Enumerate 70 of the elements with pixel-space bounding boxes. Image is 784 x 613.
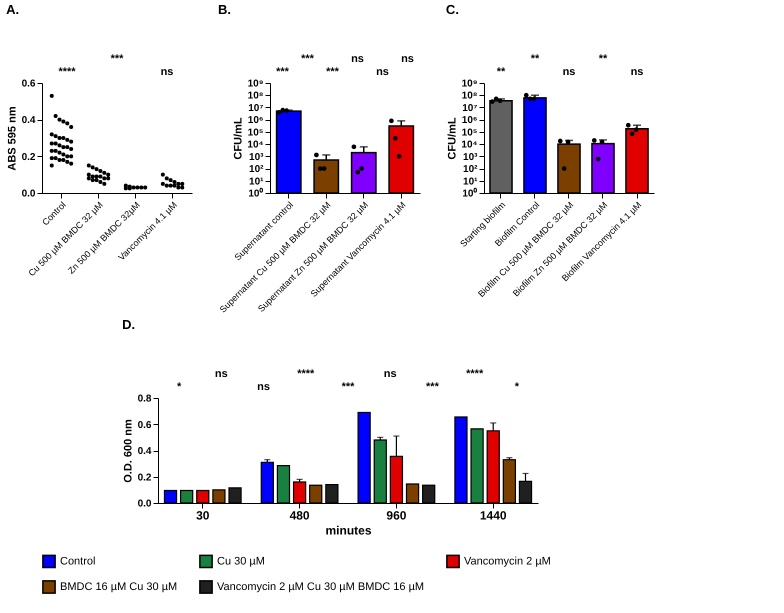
text: ***: [110, 53, 124, 65]
y-tick-label: 0.8: [138, 394, 152, 404]
text: **: [530, 53, 540, 65]
chart-title: C.: [446, 2, 459, 17]
y-tick-label: 0.0: [22, 188, 36, 200]
text: *: [176, 381, 182, 393]
text: ns: [401, 53, 414, 65]
y-tick-label: 10²: [249, 164, 264, 176]
y-tick-label: 0.0: [138, 498, 152, 510]
chart-title: B.: [218, 2, 231, 17]
text: ***: [342, 381, 356, 393]
y-tick-label: 10⁸: [462, 90, 478, 102]
x-axis-title: minutes: [325, 524, 372, 538]
y-tick-label: 10⁸: [248, 90, 264, 102]
y-tick-label: 10⁷: [462, 102, 478, 114]
y-tick-label: 10⁰: [248, 188, 264, 200]
y-tick-label: 10⁶: [248, 115, 264, 126]
legend-label: BMDC 16 µM Cu 30 µM: [60, 581, 178, 593]
x-tick-label: 1440: [480, 508, 507, 522]
y-tick-label: 10⁵: [248, 127, 264, 138]
y-axis-title: CFU/mL: [232, 117, 244, 160]
y-axis-title: CFU/mL: [446, 117, 458, 160]
y-tick-label: 0.4: [138, 446, 152, 457]
x-tick-label: 480: [290, 508, 310, 522]
y-tick-label: 10⁹: [248, 78, 264, 90]
text: ns: [376, 66, 389, 78]
y-tick-label: 10³: [249, 152, 264, 163]
text: ****: [466, 368, 484, 380]
legend-label: Vancomycin 2 µM: [464, 555, 551, 568]
text: **: [496, 66, 506, 78]
y-tick-label: 10⁵: [462, 127, 478, 138]
text: ns: [562, 66, 576, 78]
y-axis-title: ABS 595 nm: [6, 106, 19, 171]
text: *: [514, 381, 520, 393]
y-tick-label: 10³: [463, 152, 478, 163]
y-tick-label: 10⁴: [461, 140, 478, 151]
text: ***: [276, 66, 290, 78]
y-axis-title: O.D. 600 nm: [122, 418, 135, 483]
text: ****: [58, 66, 76, 78]
text: ****: [297, 368, 316, 380]
legend-label: Vancomycin 2 µM Cu 30 µM BMDC 16 µM: [217, 581, 424, 593]
y-tick-label: 10¹: [249, 176, 264, 188]
y-tick-label: 0.4: [22, 115, 36, 126]
y-tick-label: 10⁰: [462, 188, 478, 200]
x-tick-label: 30: [196, 508, 210, 522]
y-tick-label: 10⁷: [248, 102, 264, 114]
text: ns: [257, 381, 270, 393]
text: ***: [326, 66, 340, 78]
chart-title: D.: [122, 317, 136, 332]
text: ns: [214, 368, 228, 380]
y-tick-label: 10⁶: [462, 115, 478, 126]
chart-title: A.: [6, 2, 20, 17]
text: ns: [351, 53, 364, 65]
text: **: [598, 53, 608, 65]
y-tick-label: 10¹: [463, 176, 478, 188]
text: ns: [160, 66, 174, 78]
text: ns: [384, 368, 397, 380]
y-tick-label: 10⁴: [247, 140, 264, 151]
y-tick-label: 0.2: [138, 472, 152, 484]
text: ns: [630, 66, 644, 78]
legend-label: Cu 30 µM: [217, 555, 265, 568]
y-tick-label: 0.2: [22, 152, 36, 163]
y-tick-label: 10²: [463, 164, 478, 176]
y-tick-label: 10⁹: [462, 78, 478, 90]
text: ***: [426, 381, 440, 393]
y-tick-label: 0.6: [138, 420, 152, 431]
x-tick-label: 960: [386, 508, 407, 522]
text: ***: [301, 53, 315, 65]
y-tick-label: 0.6: [22, 78, 36, 90]
legend-label: Control: [60, 555, 96, 568]
